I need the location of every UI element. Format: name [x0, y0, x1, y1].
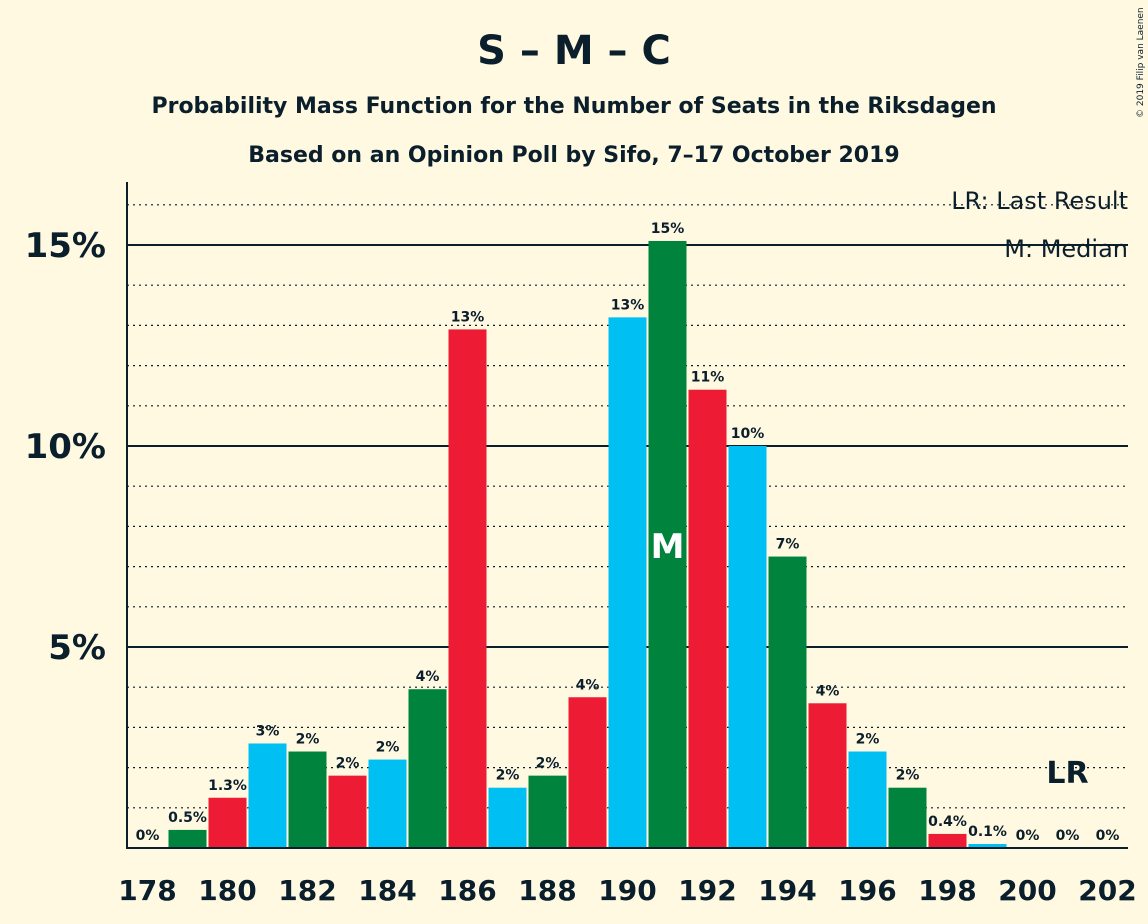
bar-seat-185 [408, 689, 447, 848]
bar-label-seat-195: 4% [816, 683, 840, 699]
bar-label-seat-187: 2% [496, 768, 520, 784]
bar-seat-181 [248, 743, 287, 848]
x-tick-label: 200 [998, 874, 1056, 907]
bar-seat-193 [728, 446, 767, 848]
bar-label-seat-181: 3% [256, 723, 280, 739]
x-tick-label: 186 [438, 874, 496, 907]
bar-label-seat-194: 7% [776, 537, 800, 553]
bar-label-seat-184: 2% [376, 740, 400, 756]
bar-label-seat-186: 13% [451, 309, 485, 325]
x-tick-label: 194 [758, 874, 816, 907]
bar-label-seat-199: 0.1% [968, 824, 1007, 840]
bar-label-seat-180: 1.3% [208, 778, 247, 794]
grid [127, 204, 1128, 809]
bar-label-seat-202: 0% [1096, 828, 1120, 844]
y-tick-label: 5% [48, 628, 106, 668]
legend-median: M: Median [1004, 235, 1128, 263]
bar-label-seat-198: 0.4% [928, 814, 967, 830]
bar-label-seat-196: 2% [856, 732, 880, 748]
bar-label-seat-191: 15% [651, 221, 685, 237]
median-marker: M [651, 527, 685, 567]
bar-seat-191 [648, 240, 687, 849]
bar-label-seat-201: 0% [1056, 828, 1080, 844]
bar-seat-198 [928, 833, 967, 848]
bar-label-seat-192: 11% [691, 370, 725, 386]
bar-label-seat-190: 13% [611, 297, 645, 313]
bar-seat-182 [288, 751, 327, 848]
bar-seat-199 [968, 843, 1007, 848]
x-tick-label: 190 [598, 874, 656, 907]
bar-seat-189 [568, 697, 607, 848]
x-tick-label: 196 [838, 874, 896, 907]
x-tick-label: 202 [1078, 874, 1136, 907]
legend-last-result: LR: Last Result [951, 187, 1128, 215]
x-tick-label: 184 [358, 874, 416, 907]
bar-label-seat-189: 4% [576, 677, 600, 693]
x-tick-label: 198 [918, 874, 976, 907]
bar-label-seat-193: 10% [731, 426, 765, 442]
x-tick-label: 182 [278, 874, 336, 907]
bar-seat-195 [808, 703, 847, 848]
bar-seat-179 [168, 829, 207, 848]
x-tick-label: 188 [518, 874, 576, 907]
x-tick-label: 180 [198, 874, 256, 907]
bar-seat-190 [608, 317, 647, 848]
chart-subtitle-1: Probability Mass Function for the Number… [151, 94, 996, 119]
bar-seat-194 [768, 556, 807, 848]
y-axis-ticks: 5% 10% 15% [25, 226, 106, 668]
bar-label-seat-185: 4% [416, 669, 440, 685]
bar-seat-183 [328, 775, 367, 848]
bar-seat-196 [848, 751, 887, 848]
bar-seat-186 [448, 329, 487, 848]
bars [168, 240, 1007, 849]
x-tick-label: 192 [678, 874, 736, 907]
bar-seat-192 [688, 389, 727, 848]
bar-label-seat-179: 0.5% [168, 810, 207, 826]
copyright-text: © 2019 Filip van Laenen [1136, 7, 1146, 118]
bar-label-seat-178: 0% [136, 828, 160, 844]
bar-label-seat-197: 2% [896, 768, 920, 784]
chart-subtitle-2: Based on an Opinion Poll by Sifo, 7–17 O… [248, 143, 899, 168]
bar-label-seat-200: 0% [1016, 828, 1040, 844]
x-axis-ticks: 178 180 182 184 186 188 190 192 194 196 198 200 202 [118, 874, 1136, 907]
bar-label-seat-188: 2% [536, 756, 560, 772]
bar-seat-187 [488, 787, 527, 848]
bar-seat-180 [208, 797, 247, 848]
y-tick-label: 10% [25, 427, 106, 467]
bar-seat-184 [368, 759, 407, 848]
bar-labels: 0% 0.5%1.3% 3% 2% 2% 2% 4% 13% 2% 2% 4% 13% 15% 11% 10… [136, 221, 1120, 844]
last-result-marker: LR [1046, 756, 1088, 791]
y-tick-label: 15% [25, 226, 106, 266]
bar-seat-188 [528, 775, 567, 848]
x-tick-label: 178 [118, 874, 176, 907]
bar-seat-197 [888, 787, 927, 848]
bar-label-seat-182: 2% [296, 732, 320, 748]
bar-label-seat-183: 2% [336, 756, 360, 772]
chart-title: S – M – C [477, 28, 671, 74]
